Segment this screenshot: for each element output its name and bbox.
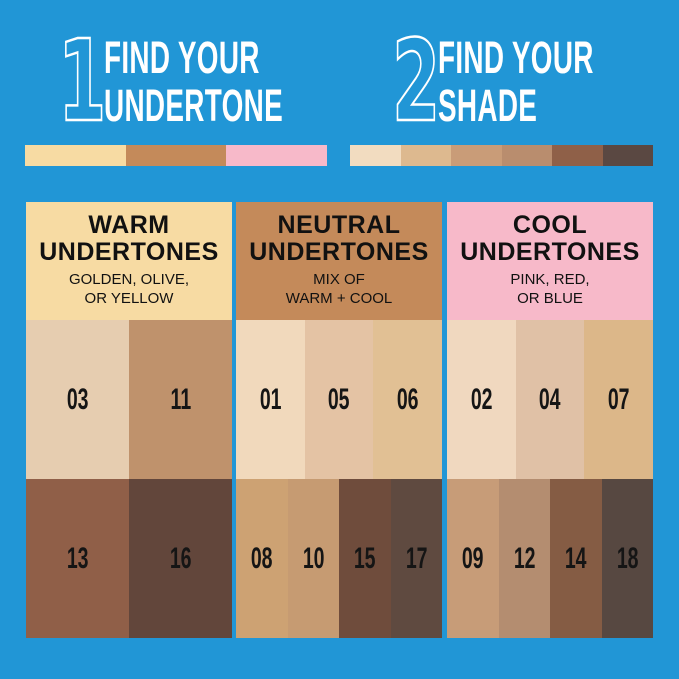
step-number: 1 <box>57 17 107 147</box>
shade-swatch: 18 <box>601 479 653 638</box>
shade-number: 09 <box>461 541 484 575</box>
shade-number: 12 <box>513 541 536 575</box>
shade-swatch: 11 <box>129 320 232 479</box>
shade-number: 04 <box>539 382 561 416</box>
shade-row: 08 10 15 17 <box>236 479 442 638</box>
shade-row: 09 12 14 18 <box>447 479 653 638</box>
shade-row: 01 05 06 <box>236 320 443 479</box>
shade-swatch: 14 <box>550 479 602 638</box>
panel-neutral-undertones: NEUTRAL UNDERTONES MIX OF WARM + COOL 01 05 0… <box>236 202 443 639</box>
panel-title: COOL UNDERTONES <box>460 211 640 266</box>
shade-row: 03 11 <box>26 320 232 479</box>
shade-swatch: 10 <box>287 479 339 638</box>
step-1-heading: 1 FIND YOUR UNDERTONE <box>57 17 393 147</box>
shade-swatch: 09 <box>447 479 499 638</box>
panel-header: COOL UNDERTONES PINK, RED, OR BLUE <box>447 202 653 320</box>
shade-number: 16 <box>169 541 192 575</box>
shade-swatch: 06 <box>373 320 443 479</box>
panel-cool-undertones: COOL UNDERTONES PINK, RED, OR BLUE 02 04 07 09… <box>447 202 654 639</box>
shade-number: 01 <box>259 382 282 416</box>
shade-swatch: 01 <box>236 320 305 479</box>
step-title: FIND YOUR UNDERTONE <box>104 32 283 131</box>
shade-swatch: 07 <box>584 320 654 479</box>
shade-swatch: 03 <box>26 320 129 479</box>
shade-number: 15 <box>353 541 376 575</box>
color-swatch <box>25 145 126 166</box>
shade-number: 08 <box>250 541 273 575</box>
color-swatch <box>400 145 451 166</box>
shade-number: 11 <box>170 382 191 416</box>
step-title: FIND YOUR SHADE <box>438 32 594 131</box>
shade-swatch: 04 <box>515 320 585 479</box>
panel-header: WARM UNDERTONES GOLDEN, OLIVE, OR YELLOW <box>26 202 232 320</box>
shade-number: 18 <box>616 541 639 575</box>
shade-row: 13 16 <box>26 479 232 638</box>
shade-number: 17 <box>405 541 428 575</box>
shade-number: 10 <box>302 541 325 575</box>
color-swatch <box>226 145 328 166</box>
shade-swatch: 12 <box>498 479 550 638</box>
shade-number: 03 <box>66 382 89 416</box>
shade-swatch: 05 <box>304 320 374 479</box>
color-swatch <box>350 145 401 166</box>
panel-title: NEUTRAL UNDERTONES <box>249 211 429 266</box>
shade-swatch: 08 <box>236 479 288 638</box>
color-swatch <box>451 145 502 166</box>
step-number: 2 <box>391 17 441 147</box>
shade-number: 07 <box>607 382 630 416</box>
shade-swatch: 13 <box>26 479 129 638</box>
shade-swatch: 15 <box>339 479 391 638</box>
undertone-color-bar <box>25 145 328 166</box>
shade-swatch: 17 <box>390 479 442 638</box>
shade-number: 14 <box>564 541 587 575</box>
shade-row: 02 04 07 <box>447 320 654 479</box>
panel-subtitle: MIX OF WARM + COOL <box>285 271 393 307</box>
shade-number: 02 <box>470 382 493 416</box>
shade-swatch: 02 <box>447 320 516 479</box>
panel-title: WARM UNDERTONES <box>39 211 219 266</box>
panel-warm-undertones: WARM UNDERTONES GOLDEN, OLIVE, OR YELLOW 03… <box>26 202 232 639</box>
shade-number: 06 <box>396 382 419 416</box>
panel-subtitle: GOLDEN, OLIVE, OR YELLOW <box>68 271 190 307</box>
color-swatch <box>501 145 552 166</box>
step-2-heading: 2 FIND YOUR SHADE <box>391 17 679 147</box>
shade-number: 05 <box>328 382 350 416</box>
color-swatch <box>602 145 653 166</box>
shade-swatch: 16 <box>129 479 232 638</box>
color-swatch <box>552 145 603 166</box>
shade-number: 13 <box>66 541 89 575</box>
color-swatch <box>125 145 227 166</box>
panel-subtitle: PINK, RED, OR BLUE <box>510 271 590 307</box>
shade-color-bar <box>350 145 653 166</box>
panel-header: NEUTRAL UNDERTONES MIX OF WARM + COOL <box>236 202 442 320</box>
